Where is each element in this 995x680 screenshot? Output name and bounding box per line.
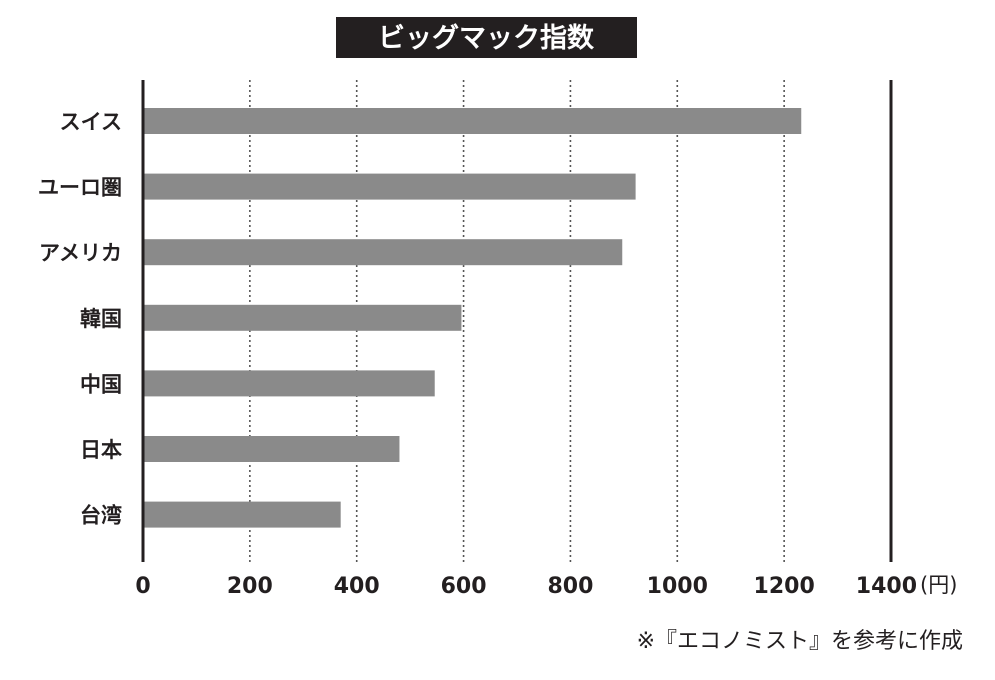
category-label: スイス (60, 110, 122, 134)
bar (143, 436, 400, 462)
category-label: ユーロ圏 (38, 176, 122, 200)
source-note: ※『エコノミスト』を参考に作成 (637, 629, 963, 654)
x-tick-label: 1200 (754, 574, 815, 599)
category-label: 台湾 (80, 504, 122, 528)
chart-title: ビッグマック指数 (378, 22, 595, 54)
x-tick-label: 200 (227, 574, 273, 599)
category-label: 中国 (80, 372, 122, 396)
bar (143, 108, 802, 134)
bars (143, 108, 802, 528)
chart-title-box (336, 17, 637, 58)
x-tick-label: 400 (334, 574, 380, 599)
bar (143, 304, 462, 331)
x-tick-label: 600 (441, 574, 487, 599)
bar (143, 173, 636, 200)
x-tick-label: 0 (135, 574, 150, 599)
x-tick-label: 800 (547, 574, 593, 599)
bar (143, 239, 623, 266)
x-unit-label: (円) (920, 573, 957, 597)
category-label: アメリカ (39, 241, 122, 265)
category-label: 韓国 (80, 307, 122, 331)
bar (143, 501, 341, 528)
bar (143, 370, 435, 397)
category-label: 日本 (80, 438, 122, 462)
x-tick-label: 1000 (647, 574, 708, 599)
x-tick-labels: 0 200 400 600 800 1000 1200 1400 (135, 574, 917, 599)
x-tick-label: 1400 (856, 574, 917, 599)
